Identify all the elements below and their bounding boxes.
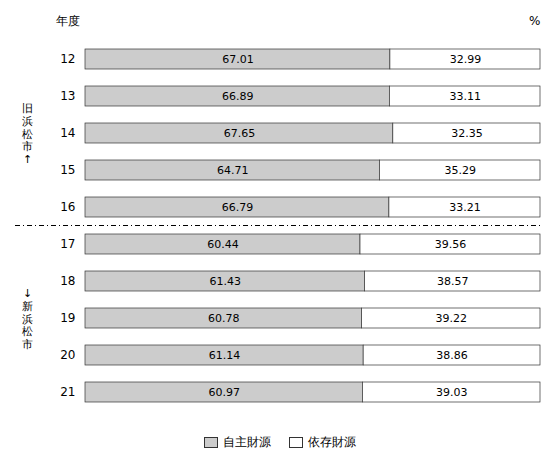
svg-text:17: 17 (60, 237, 75, 251)
svg-text:61.14: 61.14 (209, 349, 241, 362)
svg-text:66.89: 66.89 (222, 90, 254, 103)
svg-text:61.43: 61.43 (210, 275, 242, 288)
svg-text:↓新浜松市: ↓新浜松市 (22, 287, 33, 351)
svg-text:39.22: 39.22 (436, 312, 468, 325)
svg-text:39.03: 39.03 (436, 386, 468, 399)
svg-text:32.99: 32.99 (450, 53, 482, 66)
svg-text:67.65: 67.65 (224, 127, 256, 140)
svg-text:32.35: 32.35 (451, 127, 483, 140)
svg-text:35.29: 35.29 (444, 164, 476, 177)
svg-text:13: 13 (60, 89, 75, 103)
svg-text:60.78: 60.78 (208, 312, 240, 325)
svg-text:旧浜松市↑: 旧浜松市↑ (22, 102, 33, 166)
svg-text:16: 16 (60, 200, 75, 214)
svg-text:%: % (529, 14, 540, 28)
svg-text:19: 19 (60, 311, 75, 325)
svg-text:60.44: 60.44 (207, 238, 239, 251)
svg-text:38.57: 38.57 (437, 275, 469, 288)
svg-text:12: 12 (60, 52, 75, 66)
html-text:依存財源: 依存財源 (308, 435, 356, 449)
svg-text:20: 20 (60, 348, 75, 362)
svg-text:60.97: 60.97 (208, 386, 240, 399)
html-text:自主財源: 自主財源 (223, 435, 271, 449)
svg-text:年度: 年度 (56, 14, 80, 28)
svg-text:15: 15 (60, 163, 75, 177)
svg-text:21: 21 (60, 385, 75, 399)
svg-text:14: 14 (60, 126, 75, 140)
svg-text:33.11: 33.11 (449, 90, 481, 103)
svg-text:67.01: 67.01 (222, 53, 254, 66)
svg-text:39.56: 39.56 (435, 238, 467, 251)
svg-text:38.86: 38.86 (436, 349, 468, 362)
svg-text:33.21: 33.21 (449, 201, 481, 214)
svg-text:64.71: 64.71 (217, 164, 249, 177)
svg-text:66.79: 66.79 (222, 201, 254, 214)
svg-text:18: 18 (60, 274, 75, 288)
